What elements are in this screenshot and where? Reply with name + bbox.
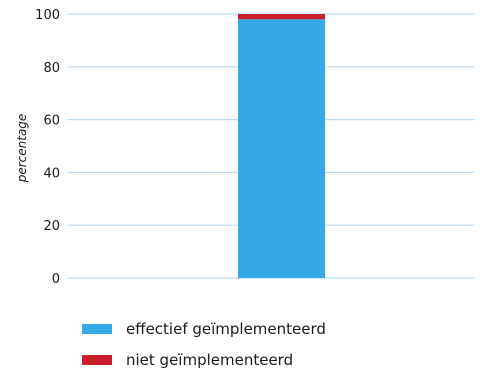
stacked-bar-chart: 0 20 40 60 80 100 percentage [15, 8, 474, 287]
y-tick-label: 0 [52, 272, 60, 287]
bar-segment-niet [238, 14, 325, 20]
bar-segment-effectief [238, 19, 325, 279]
y-tick-label: 100 [35, 8, 60, 23]
bar-stack [238, 14, 325, 279]
legend-item-niet: niet geïmplementeerd [82, 349, 326, 371]
legend-swatch-niet [82, 355, 112, 365]
y-axis-ticks: 0 20 40 60 80 100 [35, 8, 60, 287]
y-tick-label: 20 [43, 219, 60, 234]
legend-swatch-effectief [82, 324, 112, 334]
y-tick-label: 80 [43, 61, 60, 76]
y-tick-label: 40 [43, 166, 60, 181]
legend-item-effectief: effectief geïmplementeerd [82, 318, 326, 340]
legend-label-niet: niet geïmplementeerd [126, 351, 294, 369]
y-axis-title: percentage [15, 114, 29, 184]
y-tick-label: 60 [43, 114, 60, 129]
legend-label-effectief: effectief geïmplementeerd [126, 320, 326, 338]
legend: effectief geïmplementeerd niet geïmpleme… [82, 318, 326, 380]
